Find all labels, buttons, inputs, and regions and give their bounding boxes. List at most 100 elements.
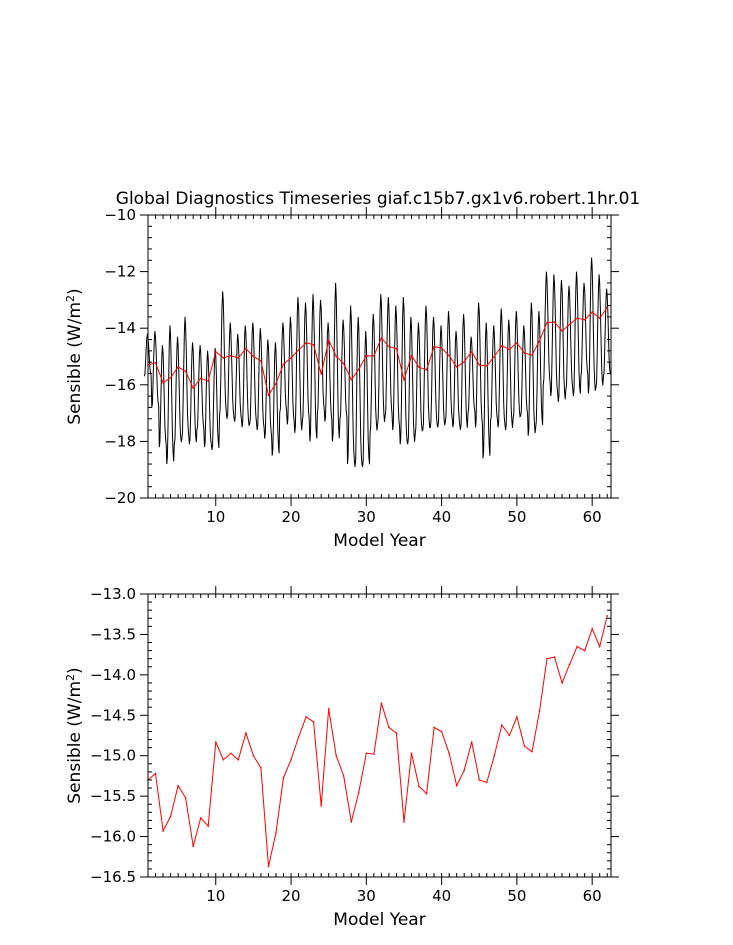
y-tick-label: −15.5: [90, 787, 136, 805]
x-tick-label: 20: [281, 508, 300, 526]
data-point: [433, 345, 435, 348]
y-tick-label: −16: [104, 376, 136, 394]
series-line-annual-mean: [147, 307, 608, 397]
data-point: [598, 317, 601, 320]
data-point: [485, 781, 488, 784]
data-point: [350, 821, 353, 823]
data-point: [312, 720, 315, 723]
data-point: [561, 330, 563, 332]
data-point: [252, 754, 255, 757]
data-point: [357, 791, 360, 793]
data-point: [245, 732, 247, 734]
data-point: [388, 345, 390, 348]
data-point: [222, 357, 225, 359]
x-tick-label: 30: [357, 508, 376, 526]
data-point: [214, 741, 217, 743]
data-point: [403, 378, 405, 381]
data-point: [546, 657, 548, 660]
data-point: [516, 342, 518, 344]
y-tick-label: −16.0: [90, 828, 136, 846]
data-point: [403, 821, 405, 823]
x-tick-label: 20: [281, 887, 300, 905]
data-point: [380, 702, 383, 704]
data-point: [327, 708, 330, 710]
data-point: [267, 865, 270, 868]
x-tick-label: 60: [583, 508, 602, 526]
data-point: [516, 716, 518, 718]
y-axis-label-exponent: 2: [64, 674, 77, 681]
data-point: [290, 357, 292, 359]
data-point: [297, 349, 300, 351]
data-point: [320, 373, 322, 375]
data-point: [478, 364, 481, 366]
data-point: [568, 663, 571, 666]
plot-area: [143, 257, 611, 468]
data-point: [425, 792, 428, 795]
y-tick-label: −12: [104, 263, 136, 281]
data-point: [470, 350, 473, 353]
data-point: [365, 354, 368, 357]
y-axis-label: Sensible (W/m2): [64, 288, 86, 424]
y-tick-label: −13.0: [90, 585, 136, 603]
timeseries-chart-annual-mean: 10 20 30 40 50 60 −16.5 −16.0 −15.5 −15.0 −14.5 −14…: [64, 585, 619, 930]
data-point: [275, 382, 277, 385]
data-point: [470, 741, 473, 743]
data-point: [463, 769, 465, 772]
data-point: [305, 342, 307, 344]
data-point: [380, 337, 383, 339]
data-point: [395, 732, 398, 734]
data-point: [606, 306, 609, 309]
data-point: [342, 775, 345, 777]
data-point: [267, 394, 270, 397]
data-point: [418, 785, 420, 788]
data-point: [275, 831, 277, 834]
data-point: [282, 363, 285, 365]
data-point: [342, 362, 345, 365]
data-point: [177, 784, 179, 787]
data-point: [583, 318, 586, 321]
y-tick-label: −14.0: [90, 666, 136, 684]
data-point: [365, 752, 368, 755]
data-point: [230, 752, 232, 755]
x-axis-label: Model Year: [333, 910, 425, 930]
data-point: [455, 366, 458, 368]
plot-frame: [147, 593, 612, 878]
data-point: [576, 317, 578, 320]
data-point: [373, 753, 375, 755]
x-axis-label: Model Year: [333, 531, 425, 551]
data-point: [237, 758, 240, 761]
y-tick-label: −14: [104, 319, 136, 337]
plot-frame: [147, 214, 612, 499]
data-point: [606, 615, 609, 617]
y-tick-label: −18: [104, 432, 136, 450]
data-point: [508, 734, 511, 737]
y-axis-label: Sensible (W/m2): [64, 667, 86, 803]
data-point: [448, 354, 450, 357]
x-tick-label: 60: [583, 887, 602, 905]
data-point: [485, 365, 488, 367]
data-point: [538, 340, 541, 342]
data-point: [230, 354, 232, 357]
data-point: [169, 376, 172, 379]
data-point: [350, 378, 353, 381]
data-point: [177, 366, 179, 368]
data-point: [553, 321, 556, 323]
x-tick-label: 40: [432, 887, 451, 905]
data-point: [478, 779, 481, 781]
data-point: [335, 355, 338, 358]
data-point: [373, 355, 375, 357]
data-point: [312, 343, 315, 346]
series-line-monthly: [143, 257, 611, 468]
axis-ticks: 10 20 30 40 50 60 −16.5 −16.0 −15.5 −15.0 −14.5 −14…: [90, 585, 619, 905]
y-tick-label: −10: [104, 206, 136, 224]
y-axis-label-close: ): [65, 667, 85, 674]
data-point: [335, 754, 338, 757]
data-point: [425, 369, 428, 371]
data-point: [418, 366, 420, 369]
y-tick-label: −16.5: [90, 868, 136, 886]
data-point: [433, 726, 435, 729]
data-point: [297, 736, 300, 738]
data-point: [568, 323, 571, 326]
data-point: [493, 355, 496, 358]
